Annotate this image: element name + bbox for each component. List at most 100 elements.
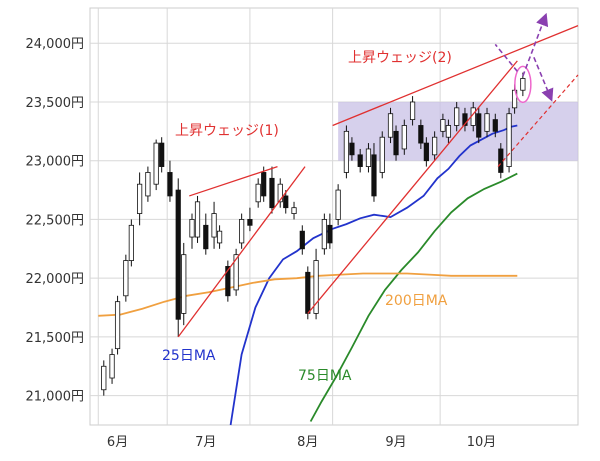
- candle-body: [506, 113, 512, 167]
- ma-line-2: [309, 172, 518, 422]
- candle-body: [283, 195, 289, 209]
- plot-frame: [89, 7, 579, 426]
- candle: [145, 166, 151, 202]
- candle: [291, 201, 297, 220]
- candle-body: [321, 219, 327, 250]
- candle-body: [291, 207, 297, 214]
- candle-body: [109, 354, 115, 379]
- x-tick-label: 6月: [107, 435, 128, 450]
- candle: [269, 166, 275, 214]
- candle-body: [299, 230, 305, 250]
- candle-body: [418, 125, 424, 144]
- wedge-line: [177, 166, 306, 338]
- candle-body: [357, 154, 363, 167]
- candle: [365, 143, 372, 173]
- candle-body: [261, 172, 267, 197]
- candle-body: [349, 142, 355, 156]
- candle: [109, 348, 115, 384]
- candle-body: [520, 78, 526, 91]
- wedge-dashed-line: [497, 74, 579, 167]
- candle-body: [167, 172, 173, 197]
- candle-body: [365, 148, 372, 167]
- candle: [423, 137, 429, 167]
- candle: [454, 101, 460, 132]
- candle-body: [255, 183, 261, 203]
- y-tick-label: 21,000円: [26, 390, 85, 405]
- y-tick-label: 22,500円: [26, 213, 85, 228]
- x-tick-label: 7月: [195, 435, 216, 450]
- y-axis-tick-labels: 21,000円 21,500円 22,000円 22,500円 23,000円 23,50…: [26, 37, 85, 404]
- candle: [211, 201, 217, 249]
- projection-down-arrow: [533, 57, 554, 102]
- candle: [418, 119, 424, 149]
- candle-body: [239, 219, 245, 244]
- y-tick-label: 23,000円: [26, 155, 85, 170]
- candle-body: [393, 130, 399, 156]
- candle: [101, 360, 107, 396]
- candle-body: [462, 113, 468, 126]
- candle-body: [387, 113, 394, 138]
- candle: [189, 213, 195, 249]
- annotation-layer: 上昇ウェッジ(1) 上昇ウェッジ(2) 25日MA 75日MA 200日MA: [162, 50, 452, 384]
- x-tick-label: 9月: [385, 435, 406, 450]
- annotation-label: 上昇ウェッジ(1): [175, 123, 279, 139]
- candle-body: [114, 301, 121, 350]
- candle: [349, 137, 355, 161]
- candle-body: [498, 148, 504, 173]
- candle: [153, 139, 159, 191]
- candle: [181, 242, 187, 326]
- candle-body: [445, 125, 452, 138]
- projection-dashed: [494, 43, 518, 72]
- y-tick-label: 23,500円: [26, 96, 85, 111]
- ma-line-1: [229, 124, 518, 426]
- candle-body: [305, 271, 311, 314]
- candle-body: [101, 365, 107, 391]
- candle-body: [476, 113, 482, 138]
- candle-body: [189, 219, 195, 238]
- candle: [520, 72, 526, 97]
- y-tick-label: 21,500円: [26, 331, 85, 346]
- candle-body: [269, 177, 275, 209]
- candle: [114, 295, 121, 355]
- candle-body: [409, 101, 416, 120]
- candle: [261, 166, 267, 202]
- candle: [299, 225, 305, 255]
- candle-body: [492, 119, 498, 132]
- candle-body: [225, 266, 231, 297]
- grid-layer: [89, 7, 579, 426]
- candle-body: [159, 142, 165, 167]
- candle-body: [181, 254, 187, 314]
- candle: [313, 248, 319, 320]
- candle-body: [247, 219, 253, 226]
- candle-body: [277, 183, 283, 203]
- candle: [123, 254, 129, 302]
- candle: [203, 213, 209, 255]
- x-tick-label: 8月: [297, 435, 318, 450]
- wedge-line-layer: [177, 25, 579, 338]
- annotation-label: 上昇ウェッジ(2): [348, 50, 452, 66]
- candle: [247, 207, 253, 232]
- candle: [239, 213, 245, 249]
- candle-body: [123, 260, 129, 297]
- candle-body: [454, 107, 460, 126]
- wedge-line: [332, 25, 579, 127]
- candle: [393, 125, 399, 161]
- candle-body: [401, 125, 407, 150]
- candle-body: [371, 154, 377, 197]
- candle: [357, 148, 363, 173]
- candle-body: [211, 213, 217, 238]
- candle: [506, 107, 512, 173]
- candle-body: [194, 201, 201, 238]
- candle-body: [145, 172, 151, 197]
- candle: [462, 107, 468, 132]
- candle: [401, 119, 407, 155]
- candle: [175, 178, 181, 337]
- candle: [194, 195, 201, 243]
- candle-body: [313, 260, 319, 314]
- wedge-line: [307, 60, 518, 314]
- candle-body: [379, 136, 385, 173]
- candle-body: [327, 224, 333, 244]
- candle: [255, 178, 261, 208]
